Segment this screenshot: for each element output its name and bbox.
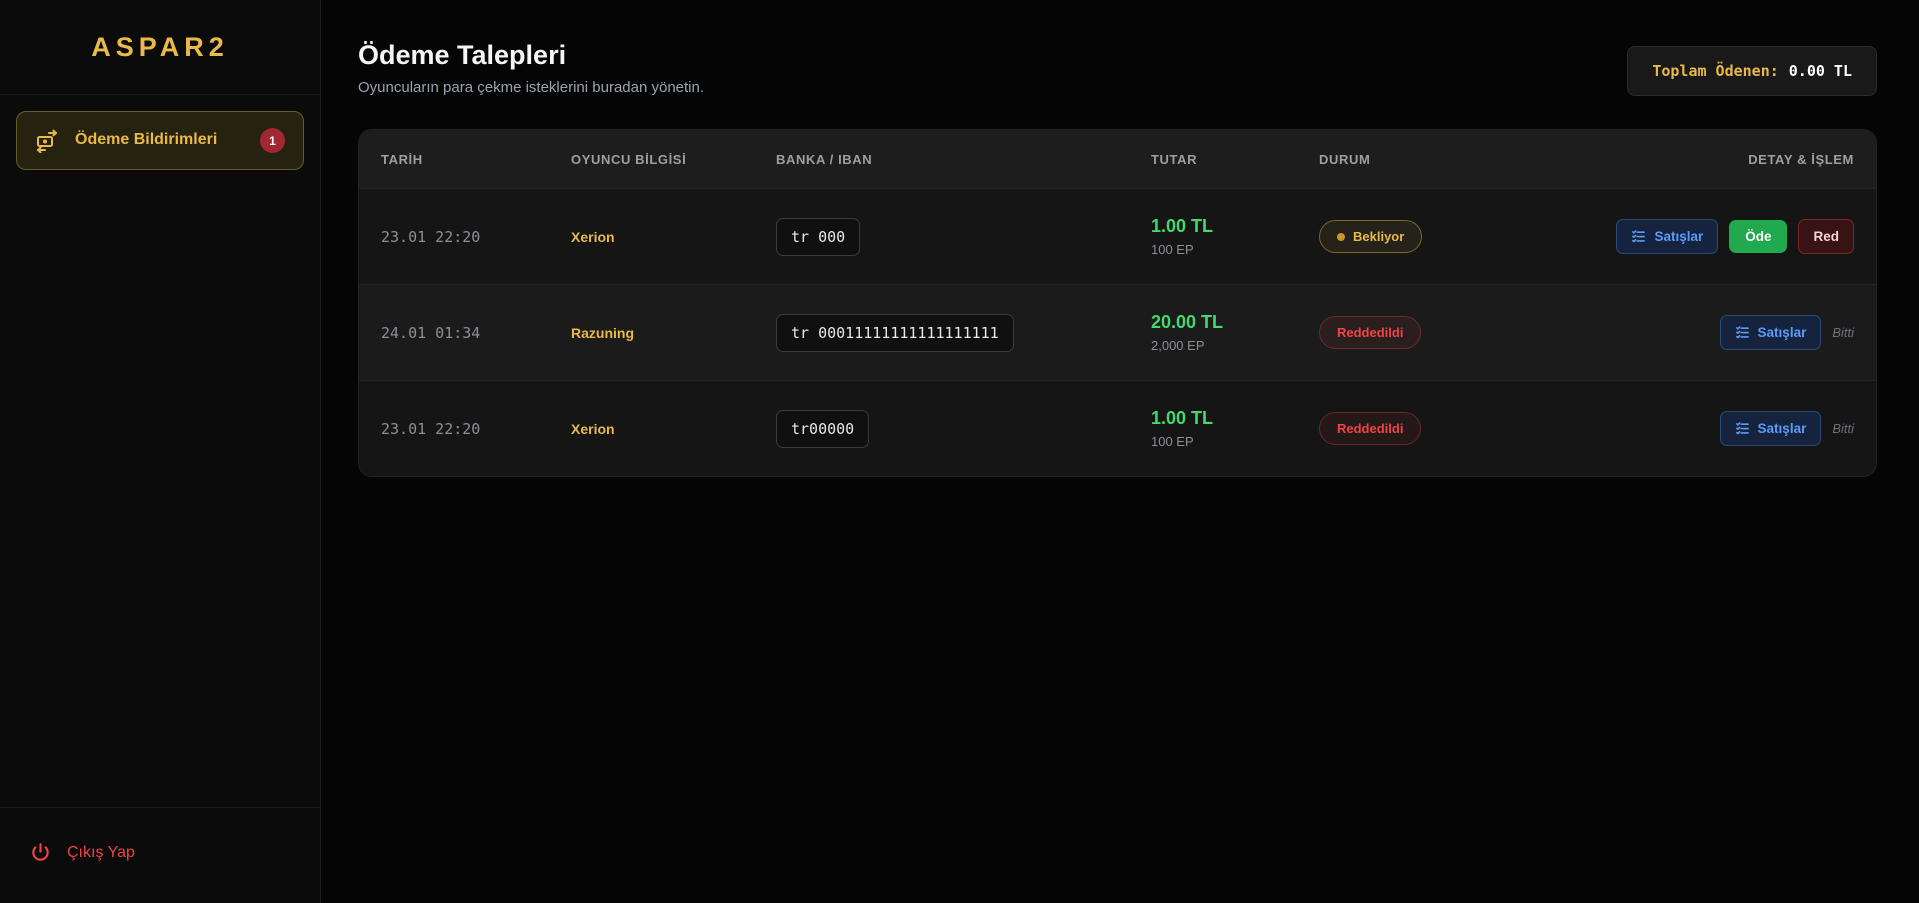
player-name: Xerion	[571, 228, 615, 245]
sidebar-footer: Çıkış Yap	[0, 807, 320, 903]
request-date: 23.01 22:20	[381, 227, 481, 246]
amount-ep: 100 EP	[1151, 242, 1194, 257]
pay-button[interactable]: Öde	[1729, 220, 1788, 253]
sidebar-item-label: Ödeme Bildirimleri	[75, 131, 218, 149]
request-date: 23.01 22:20	[381, 419, 481, 438]
column-header-player: OYUNCU BİLGİSİ	[571, 151, 687, 167]
column-header-amount: TUTAR	[1151, 151, 1198, 167]
sidebar: ASPAR2 Ödeme Bildirimleri 1	[0, 0, 321, 903]
player-name: Razuning	[571, 324, 634, 341]
iban-value: tr00000	[776, 409, 870, 448]
sidebar-nav: Ödeme Bildirimleri 1	[0, 95, 320, 807]
amount-tl: 20.00 TL	[1151, 312, 1224, 332]
iban-value: tr 000	[776, 217, 861, 256]
status-badge: Reddedildi	[1319, 412, 1422, 445]
status-badge: Reddedildi	[1319, 316, 1422, 349]
page-title: Ödeme Talepleri	[358, 40, 567, 70]
sales-button[interactable]: Satışlar	[1616, 219, 1719, 254]
logout-label: Çıkış Yap	[67, 843, 135, 861]
table-body: 23.01 22:20 Xerion tr 000 1.00 TL 100 EP…	[359, 188, 1876, 476]
logout-button[interactable]: Çıkış Yap	[30, 842, 290, 863]
column-header-date: TARİH	[381, 151, 423, 167]
table-header-row: TARİH OYUNCU BİLGİSİ BANKA / IBAN TUTAR …	[359, 130, 1876, 188]
total-paid-box: Toplam Ödenen: 0.00 TL	[1627, 46, 1877, 96]
column-header-status: DURUM	[1319, 151, 1371, 167]
column-header-iban: BANKA / IBAN	[776, 151, 873, 167]
done-label: Bitti	[1832, 325, 1854, 340]
status-dot	[1337, 232, 1345, 241]
list-check-icon	[1631, 229, 1646, 244]
player-name: Xerion	[571, 420, 615, 437]
list-check-icon	[1735, 421, 1750, 436]
page-header: Ödeme Talepleri Oyuncuların para çekme i…	[358, 40, 1877, 96]
status-label: Reddedildi	[1337, 421, 1404, 436]
sidebar-item-payment-notifications[interactable]: Ödeme Bildirimleri 1	[16, 111, 304, 170]
sidebar-header: ASPAR2	[0, 0, 320, 95]
power-icon	[30, 842, 51, 863]
status-badge: Bekliyor	[1319, 220, 1423, 253]
main-content: Ödeme Talepleri Oyuncuların para çekme i…	[321, 0, 1919, 903]
amount-ep: 2,000 EP	[1151, 338, 1205, 353]
total-paid-value: 0.00 TL	[1788, 62, 1852, 80]
payment-requests-table: TARİH OYUNCU BİLGİSİ BANKA / IBAN TUTAR …	[358, 129, 1877, 477]
total-paid-label: Toplam Ödenen:	[1652, 62, 1779, 80]
done-label: Bitti	[1832, 421, 1854, 436]
status-label: Reddedildi	[1337, 325, 1404, 340]
sales-button-label: Satışlar	[1654, 229, 1704, 244]
amount-ep: 100 EP	[1151, 434, 1194, 449]
request-date: 24.01 01:34	[381, 323, 481, 342]
status-label: Bekliyor	[1353, 229, 1405, 244]
reject-button[interactable]: Red	[1798, 219, 1854, 254]
list-check-icon	[1735, 325, 1750, 340]
page-title-block: Ödeme Talepleri Oyuncuların para çekme i…	[358, 40, 704, 96]
sales-button-label: Satışlar	[1757, 325, 1807, 340]
amount-tl: 1.00 TL	[1151, 408, 1214, 428]
sales-button[interactable]: Satışlar	[1719, 411, 1822, 446]
table-row: 24.01 01:34 Razuning tr 0001111111111111…	[359, 284, 1876, 380]
amount-tl: 1.00 TL	[1151, 216, 1214, 236]
money-transfer-icon	[35, 129, 59, 153]
column-header-actions: DETAY & İŞLEM	[1748, 151, 1854, 167]
iban-value: tr 00011111111111111111	[776, 313, 1014, 352]
notification-badge: 1	[260, 128, 285, 153]
table-row: 23.01 22:20 Xerion tr 000 1.00 TL 100 EP…	[359, 188, 1876, 284]
sales-button-label: Satışlar	[1757, 421, 1807, 436]
sales-button[interactable]: Satışlar	[1719, 315, 1822, 350]
page-subtitle: Oyuncuların para çekme isteklerini burad…	[358, 79, 705, 96]
app-logo: ASPAR2	[91, 31, 229, 62]
table-row: 23.01 22:20 Xerion tr00000 1.00 TL 100 E…	[359, 380, 1876, 476]
